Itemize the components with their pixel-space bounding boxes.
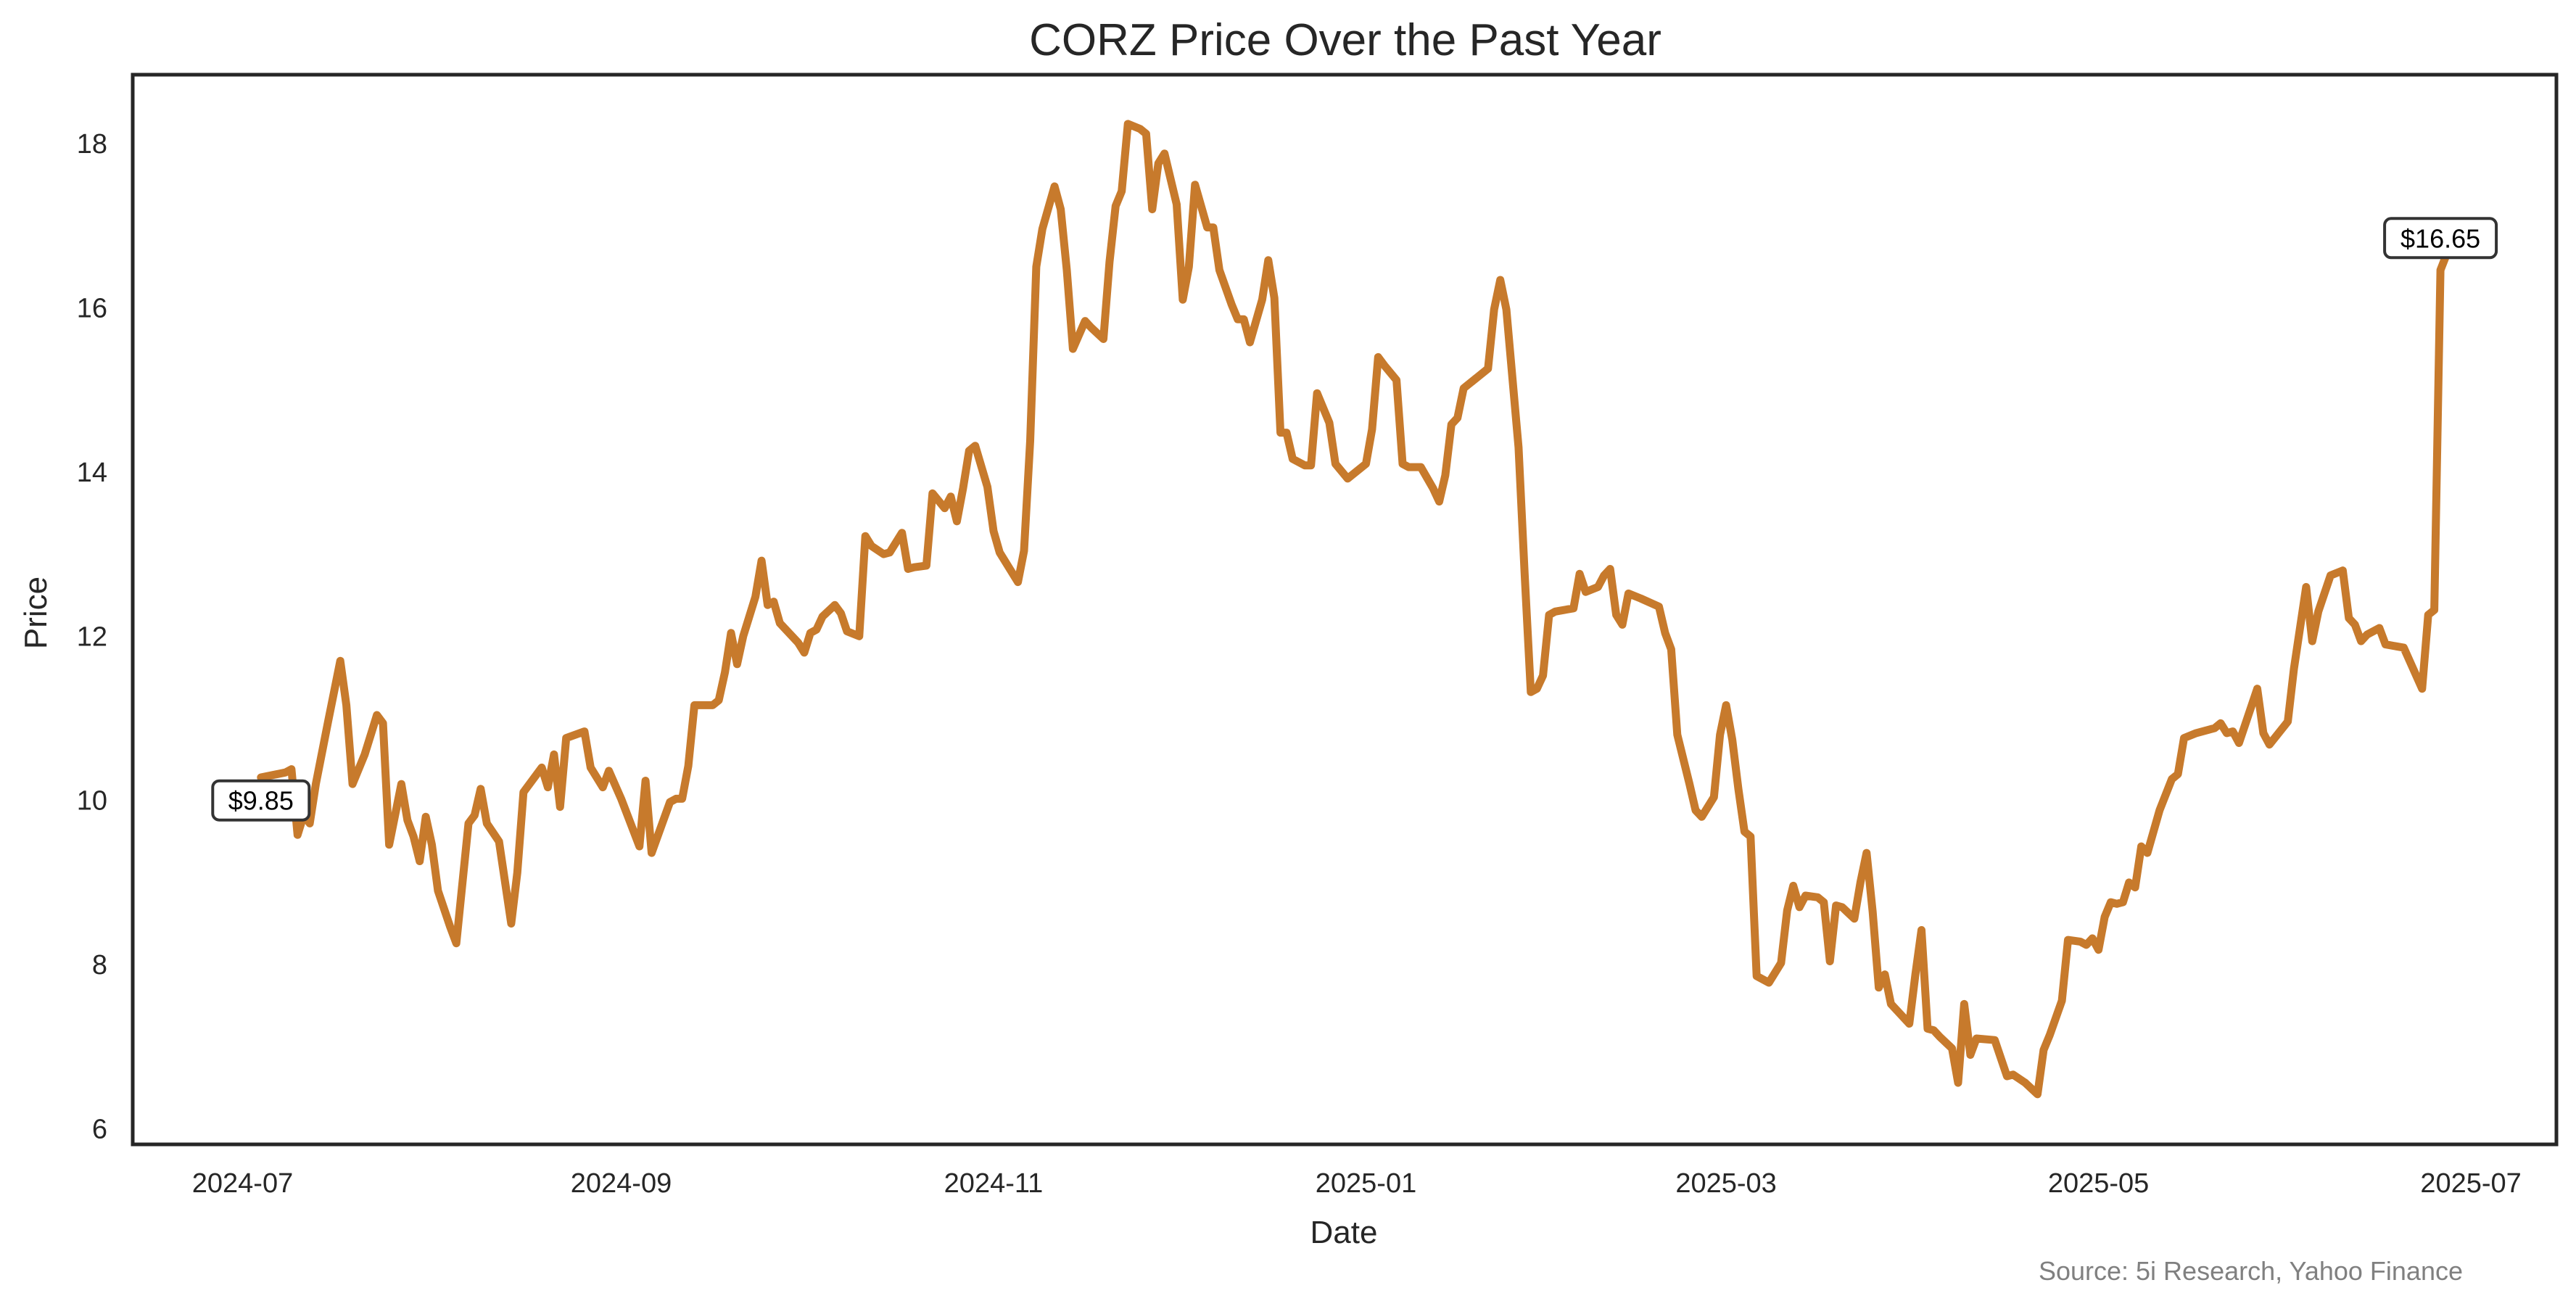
y-axis-label: Price xyxy=(18,577,54,649)
annotations: $9.85 $16.65 xyxy=(211,217,2498,822)
y-tick-label: 6 xyxy=(92,1115,107,1145)
annotation-label: $9.85 xyxy=(228,786,294,816)
annotation-box xyxy=(211,779,311,822)
plot-area xyxy=(131,73,2559,1147)
x-tick-label: 2024-11 xyxy=(944,1168,1044,1199)
x-tick-label: 2024-07 xyxy=(192,1168,293,1199)
y-axis: 6 8 10 12 14 16 18 xyxy=(77,129,107,1144)
x-tick-label: 2025-03 xyxy=(1675,1168,1776,1199)
x-axis-label: Date xyxy=(1310,1215,1378,1250)
y-tick-label: 16 xyxy=(77,294,107,324)
series-line-corz xyxy=(257,120,2451,1099)
y-tick-label: 18 xyxy=(77,129,107,160)
x-tick-label: 2024-09 xyxy=(571,1168,672,1199)
x-axis: 2024-07 2024-09 2024-11 2025-01 2025-03 2025-… xyxy=(192,1168,2522,1199)
x-tick-label: 2025-05 xyxy=(2048,1168,2149,1199)
x-tick-label: 2025-07 xyxy=(2420,1168,2521,1199)
y-tick-label: 10 xyxy=(77,786,107,817)
source-note: Source: 5i Research, Yahoo Finance xyxy=(2039,1256,2463,1286)
annotation-box xyxy=(2383,217,2498,260)
price-annotation: $9.85 xyxy=(211,779,311,822)
x-tick-label: 2025-01 xyxy=(1316,1168,1416,1199)
annotation-label: $16.65 xyxy=(2400,223,2480,253)
series-layer xyxy=(257,120,2451,1099)
plot-frame xyxy=(131,73,2559,1147)
chart-title: CORZ Price Over the Past Year xyxy=(1029,15,1661,65)
y-tick-label: 14 xyxy=(77,458,107,488)
y-tick-label: 12 xyxy=(77,622,107,652)
price-annotation: $16.65 xyxy=(2383,217,2498,260)
y-tick-label: 8 xyxy=(92,950,107,980)
